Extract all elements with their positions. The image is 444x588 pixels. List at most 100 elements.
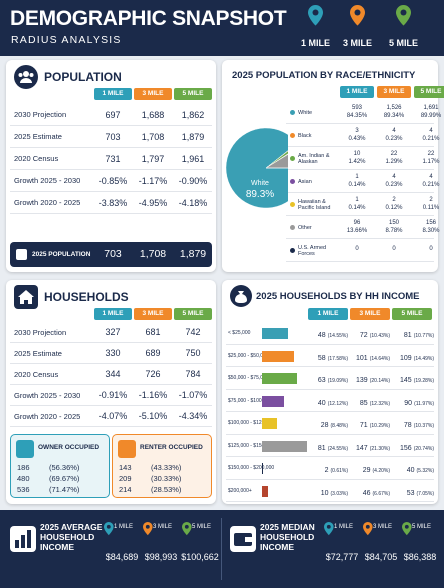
income-bar [262,463,264,474]
summary-value: 1,708 [139,248,167,260]
table-row [10,322,212,343]
cell: -3.83% [98,198,128,208]
cell: 750 [185,348,201,358]
pin-icon [104,522,114,536]
pin-dot [354,9,361,16]
section-title: 2025 POPULATION BY RACE/ETHNICITY [232,70,416,81]
row-label: Black [298,132,312,139]
wallet-icon [230,526,256,552]
cell: 13.66% [346,228,368,234]
summary-icon [16,249,27,260]
cell: 2 [392,197,396,203]
percent: (20.14%) [369,378,390,384]
count: 72 [359,332,368,339]
cell: 1,688 [141,110,165,120]
cell: 147 (21.30%) [348,435,390,461]
table-row [286,101,434,124]
row-label: 2020 Census [14,370,59,379]
cell: 681 [145,327,161,337]
pin-icon [363,522,373,536]
percent: (10.77%) [413,333,434,339]
cell: 0.12% [385,205,403,211]
radius-label: 1 MILE [300,38,330,48]
percent: (5.32%) [416,468,434,474]
count: 2 [324,467,329,474]
income-title: 2025 AVERAGE HOUSEHOLD INCOME [40,522,103,553]
cell: 784 [185,369,201,379]
cell: 53 (7.05%) [390,480,434,506]
cell: 536 [17,485,30,494]
cell: (56.36%) [49,463,80,472]
income-bar [262,328,289,339]
cell: 71 (10.29%) [348,412,390,438]
count: 139 [356,377,368,384]
cell: 78 (10.37%) [390,412,434,438]
cell: 40 (12.12%) [306,390,348,416]
legend-dot [290,225,295,230]
table-row [10,192,212,214]
cell: 344 [105,369,121,379]
income-bar [262,485,268,497]
table-row [10,406,212,427]
percent: (19.09%) [327,378,348,384]
count: 29 [362,467,371,474]
column-header: 3 MILE [377,86,411,98]
count: 147 [356,444,368,452]
table-row [286,124,434,147]
radius-label: 3 MILE [342,38,372,48]
row-label: 2025 Estimate [14,132,62,141]
table-row [286,170,434,193]
pin-icon [402,522,412,536]
cell: 10 (3.03%) [306,480,348,506]
cell: 58 (17.58%) [306,345,348,371]
percent: (10.29%) [369,423,390,429]
cell: 697 [105,110,121,120]
percent: (4.20%) [372,468,390,474]
pin-icon [143,522,153,536]
percent: (11.97%) [414,400,434,407]
cell: 0.23% [385,136,403,142]
title: DEMOGRAPHIC SNAPSHOT [10,7,287,30]
count: 71 [359,422,368,429]
row-label: $100,000 - $125,000 [228,420,275,426]
cell: (28.53%) [151,485,182,494]
table-row [226,367,434,390]
cell: 2 [429,197,433,203]
cell: 0.21% [422,136,440,142]
percent: (12.32%) [369,400,390,407]
count: 28 [320,422,329,429]
pie-slice [265,150,288,169]
cell: 0 [392,246,396,252]
cell: 1,961 [181,154,205,164]
legend-dot [290,248,295,253]
cell: -1.17% [138,176,168,186]
pin-dot [365,524,370,529]
table-row [286,239,434,262]
cell: 8.78% [385,228,403,234]
count: 109 [400,354,412,362]
cell: 40 (5.32%) [390,457,434,483]
header: DEMOGRAPHIC SNAPSHOT RADIUS ANALYSIS 1 M… [0,0,444,56]
radius-label: 3 MILE [373,524,393,530]
count: 40 [317,399,326,407]
cell: -4.07% [98,411,128,421]
count: 48 [317,332,326,339]
table-row [10,104,212,126]
percent: (8.48%) [330,423,348,429]
cell: 330 [105,348,121,358]
row-label: < $25,000 [228,330,251,336]
pin-icon [182,522,192,536]
cell: 139 (20.14%) [348,367,390,393]
cell: -0.91% [98,390,128,400]
count: 145 [400,377,412,384]
income-value: $72,777 [325,552,359,562]
cell: 0.43% [348,136,366,142]
percent: (10.43%) [369,333,390,339]
row-label: $75,000 - $100,000 [228,397,272,404]
column-header: 5 MILE [174,88,212,100]
cell: 22 [427,151,435,157]
table-row [286,193,434,216]
cell: 3 [355,128,359,134]
table-row [226,412,434,435]
